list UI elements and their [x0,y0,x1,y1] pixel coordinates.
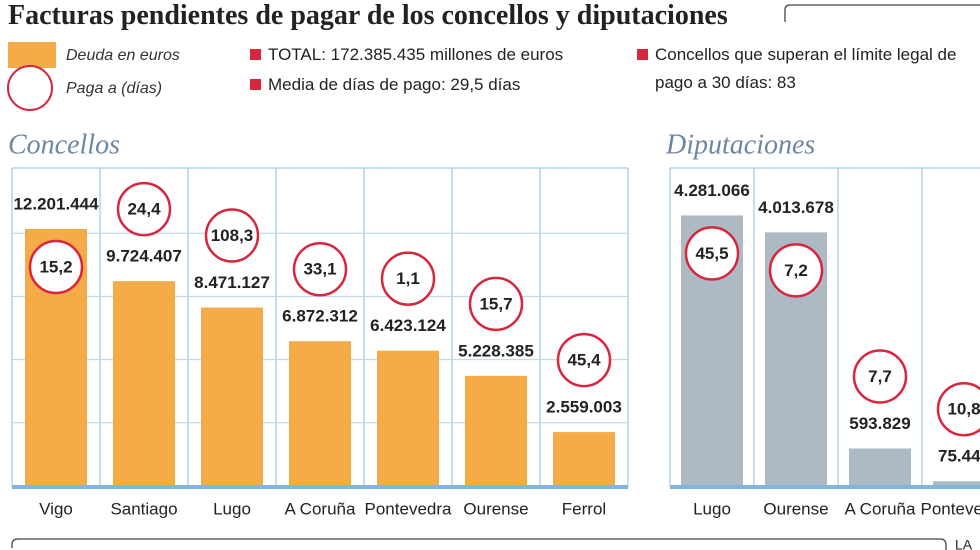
x-tick-label: Lugo [213,499,251,518]
x-tick-label: A Coruña [845,499,916,518]
bar [933,481,980,486]
days-label: 10,8 [947,400,980,419]
x-tick-label: Pontevedra [365,499,452,518]
x-tick-label: Lugo [693,499,731,518]
days-circle [468,276,524,332]
days-label: 1,1 [396,269,420,288]
days-label: 7,2 [784,261,808,280]
days-label: 108,3 [211,226,254,245]
days-circle [116,181,172,237]
bar [849,448,911,486]
value-label: 6.872.312 [282,307,358,326]
chart-title: Concellos [8,129,120,160]
x-tick-label: Ferrol [562,499,606,518]
x-tick-label: A Coruña [285,499,356,518]
legend-swatch-bar [8,42,56,68]
days-circle [292,241,348,297]
legend-swatch-circle [7,65,53,111]
value-label: 75.440 [938,447,980,466]
value-label: 6.423.124 [370,316,446,335]
chart-title: Diputaciones [665,129,815,160]
note: Concellos que superan el límite legal de… [637,41,975,97]
value-label: 4.281.066 [674,181,750,200]
footer-bracket [11,538,947,550]
value-label: 8.471.127 [194,273,270,292]
value-label: 12.201.444 [13,194,99,213]
x-tick-label: Vigo [39,499,73,518]
days-label: 33,1 [303,260,336,279]
title: Facturas pendientes de pagar de los conc… [8,0,728,31]
days-circle [28,239,84,295]
value-label: 4.013.678 [758,198,834,217]
x-tick-label: Ourense [763,499,828,518]
legend-label: Deuda en euros [66,47,180,64]
days-circle [852,349,908,404]
bar [289,341,351,486]
legend-label: Paga a (días) [66,80,163,97]
days-label: 24,4 [127,200,161,219]
bar [377,350,439,486]
days-circle [380,251,436,306]
bar [113,281,175,486]
value-label: 9.724.407 [106,247,182,266]
bar [465,375,527,486]
days-label: 45,4 [567,351,601,370]
days-label: 15,2 [39,257,72,276]
title-bracket [784,4,980,22]
days-circle [204,208,260,263]
note: TOTAL: 172.385.435 millones de euros [250,41,563,69]
days-label: 7,7 [868,367,892,386]
days-label: 45,5 [695,244,728,263]
note: Media de días de pago: 29,5 días [250,71,520,99]
days-circle [684,226,740,281]
value-label: 5.228.385 [458,341,534,360]
bar [201,307,263,486]
credit: LA [955,537,973,550]
value-label: 593.829 [849,414,910,433]
days-circle [768,243,824,298]
days-circle [556,332,612,388]
value-label: 2.559.003 [546,398,622,417]
x-tick-label: Pontevedra [921,499,980,518]
x-tick-label: Ourense [463,499,528,518]
days-circle [936,381,980,437]
bar [553,432,615,486]
x-tick-label: Santiago [110,499,177,518]
days-label: 15,7 [479,294,512,313]
